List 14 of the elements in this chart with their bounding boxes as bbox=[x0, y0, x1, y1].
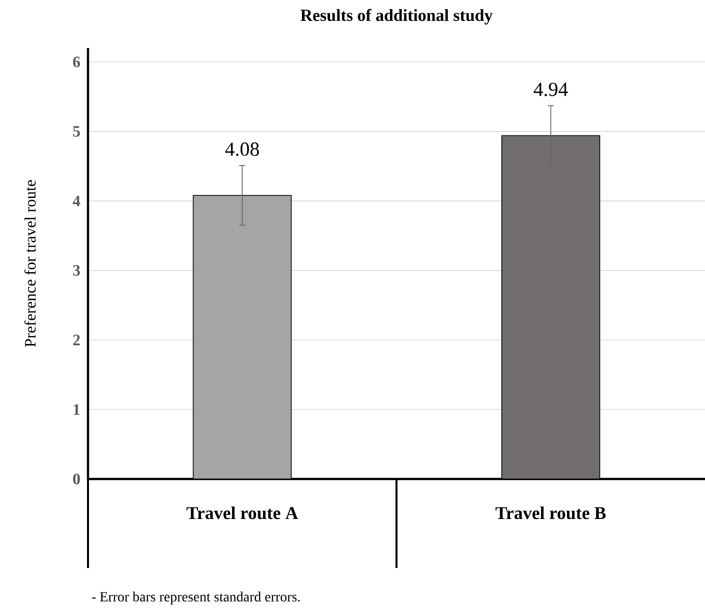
y-tick-label: 5 bbox=[73, 126, 80, 137]
chart-title: Results of additional study bbox=[300, 8, 493, 25]
y-tick-label: 0 bbox=[73, 474, 80, 484]
y-tick-label: 1 bbox=[74, 404, 80, 415]
y-tick-label: 3 bbox=[73, 265, 80, 276]
y-tick-label: 2 bbox=[73, 334, 80, 346]
x-tick-label: Travel route A bbox=[186, 506, 298, 520]
data-label: 4.08 bbox=[225, 142, 259, 156]
y-axis-title: Preference for travel route bbox=[24, 180, 36, 347]
text: - Error bars represent standard errors. bbox=[92, 592, 300, 604]
x-tick-label: Travel route B bbox=[496, 506, 606, 520]
data-label: 4.94 bbox=[534, 82, 568, 96]
y-tick-label: 4 bbox=[72, 196, 80, 206]
y-tick-label: 6 bbox=[73, 56, 80, 68]
